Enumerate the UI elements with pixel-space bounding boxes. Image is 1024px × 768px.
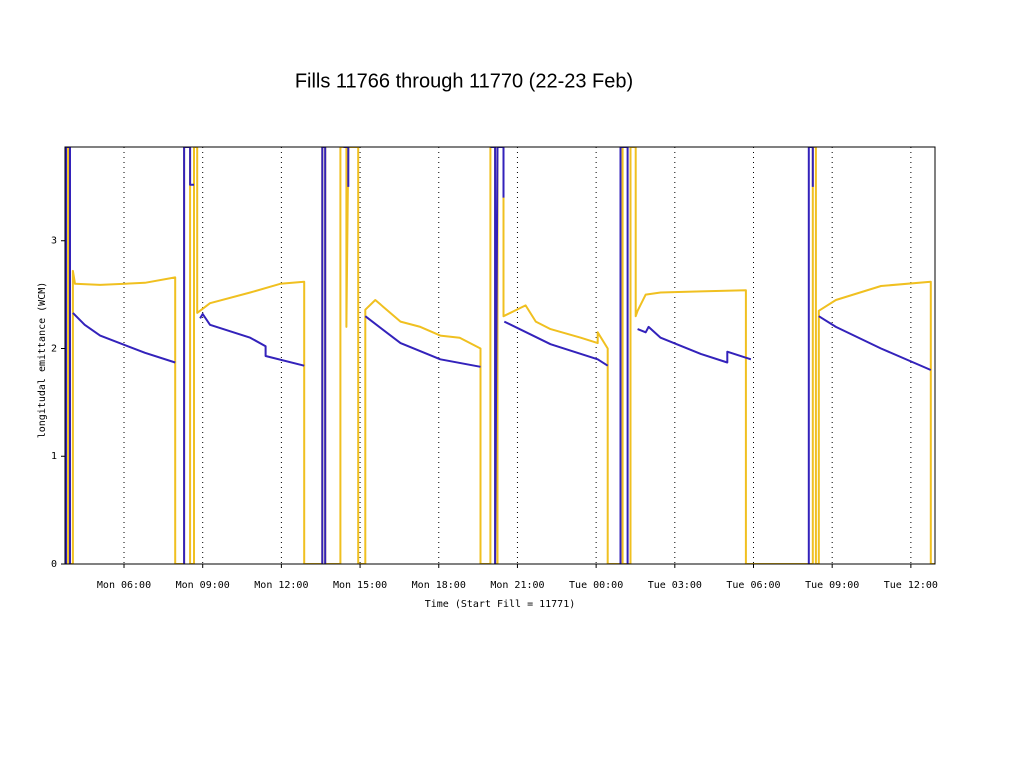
x-tick-label: Tue 09:00 (805, 580, 859, 591)
y-tick-label: 1 (51, 451, 57, 462)
x-tick-label: Mon 09:00 (176, 580, 230, 591)
chart-title: Fills 11766 through 11770 (22-23 Feb) (295, 70, 633, 92)
x-tick-label: Mon 15:00 (333, 580, 387, 591)
x-tick-label: Mon 12:00 (254, 580, 308, 591)
x-tick-label: Tue 03:00 (648, 580, 702, 591)
x-tick-label: Mon 21:00 (490, 580, 544, 591)
y-tick-label: 3 (51, 236, 57, 247)
grid (61, 147, 912, 568)
x-tick-label: Tue 06:00 (726, 580, 780, 591)
series-line (65, 147, 935, 564)
x-tick-label: Tue 12:00 (884, 580, 938, 591)
series-line (65, 147, 932, 564)
x-tick-label: Mon 06:00 (97, 580, 151, 591)
x-tick-label: Mon 18:00 (412, 580, 466, 591)
y-tick-label: 2 (51, 343, 57, 354)
plot-lines (65, 147, 935, 564)
x-tick-label: Tue 00:00 (569, 580, 623, 591)
x-axis-label: Time (Start Fill = 11771) (425, 599, 576, 610)
y-tick-label: 0 (51, 559, 57, 570)
y-axis-label: longitudal emittance (WCM) (37, 282, 48, 439)
plot-frame (64, 146, 936, 565)
